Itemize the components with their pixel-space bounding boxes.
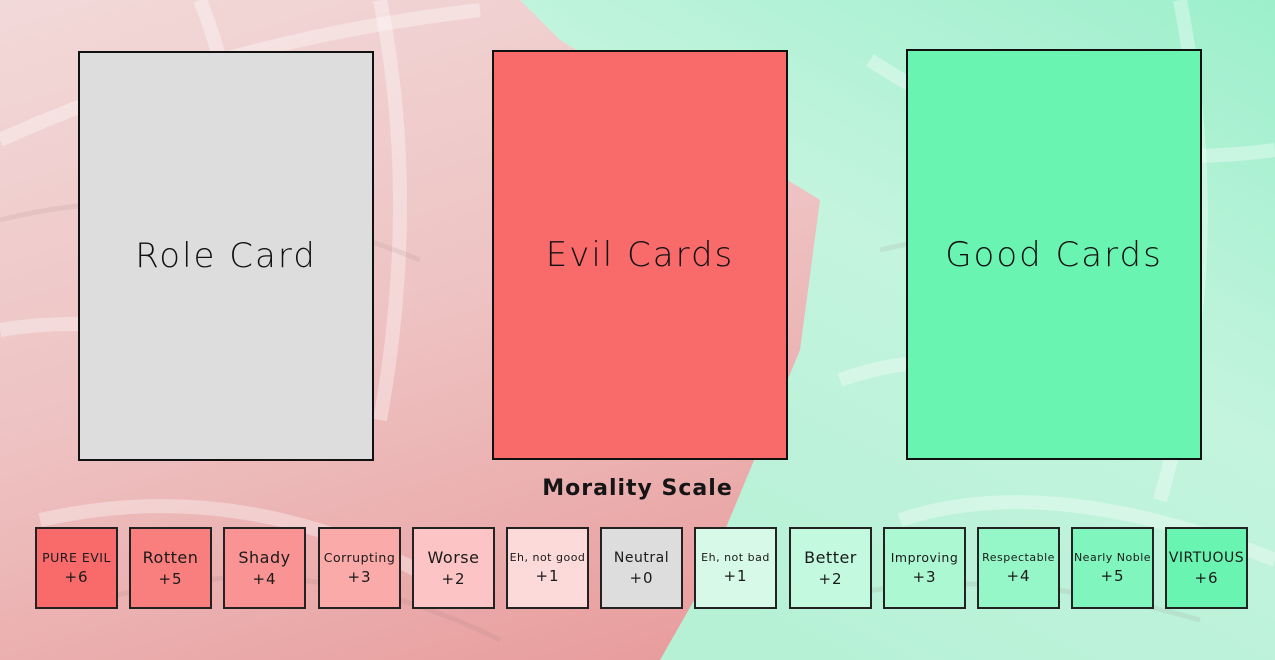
morality-level-value: +6 [1194, 568, 1219, 587]
morality-level-value: +2 [441, 570, 466, 588]
morality-level-value: +4 [252, 570, 277, 588]
morality-level-label: PURE EVIL [42, 550, 111, 565]
morality-level-tile: Respectable +4 [977, 527, 1060, 609]
morality-level-value: +3 [912, 568, 937, 586]
morality-level-label: Improving [890, 550, 959, 565]
morality-level-value: +4 [1006, 567, 1031, 585]
morality-level-tile: Neutral +0 [600, 527, 683, 609]
morality-level-label: Worse [427, 548, 480, 567]
morality-level-tile: Rotten +5 [129, 527, 212, 609]
morality-level-label: Eh, not good [509, 551, 586, 564]
morality-level-label: Shady [238, 548, 291, 567]
morality-level-tile: Eh, not good +1 [506, 527, 589, 609]
morality-level-label: Respectable [982, 551, 1055, 564]
morality-scale-title: Morality Scale [542, 476, 733, 501]
morality-level-tile: Eh, not bad +1 [694, 527, 777, 609]
morality-level-tile: Nearly Noble +5 [1071, 527, 1154, 609]
good-cards-slot[interactable]: Good Cards [906, 49, 1202, 460]
role-card-slot[interactable]: Role Card [78, 51, 374, 461]
morality-level-value: +5 [1100, 567, 1125, 585]
evil-cards-slot[interactable]: Evil Cards [492, 50, 788, 460]
morality-level-tile: Shady +4 [223, 527, 306, 609]
morality-level-tile: VIRTUOUS +6 [1165, 527, 1248, 609]
morality-level-tile: Better +2 [789, 527, 872, 609]
morality-level-value: +2 [818, 570, 843, 588]
morality-level-label: VIRTUOUS [1168, 549, 1245, 566]
morality-level-value: +1 [535, 567, 560, 585]
morality-level-tile: Corrupting +3 [318, 527, 401, 609]
morality-level-value: +3 [347, 568, 372, 586]
morality-level-label: Rotten [142, 548, 199, 567]
morality-level-value: +5 [158, 570, 183, 588]
evil-cards-label: Evil Cards [545, 235, 735, 275]
role-card-label: Role Card [135, 236, 317, 276]
morality-level-label: Better [804, 548, 857, 567]
morality-level-label: Corrupting [323, 550, 396, 565]
morality-level-value: +0 [629, 568, 654, 587]
morality-level-tile: PURE EVIL +6 [35, 527, 118, 609]
morality-level-label: Nearly Noble [1073, 551, 1152, 564]
morality-level-tile: Improving +3 [883, 527, 966, 609]
morality-level-label: Eh, not bad [701, 551, 770, 564]
good-cards-label: Good Cards [945, 234, 1163, 275]
morality-level-label: Neutral [613, 549, 670, 566]
morality-level-value: +6 [64, 568, 89, 586]
morality-level-tile: Worse +2 [412, 527, 495, 609]
morality-level-value: +1 [723, 567, 748, 585]
